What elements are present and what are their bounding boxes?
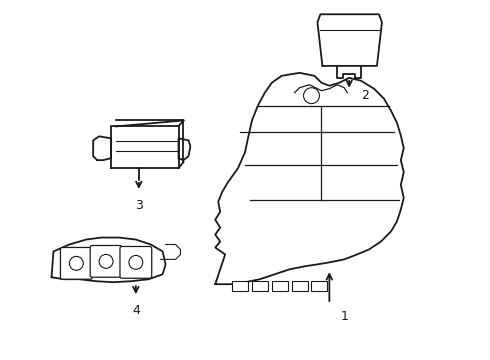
- Text: 3: 3: [135, 199, 143, 212]
- Polygon shape: [215, 73, 404, 284]
- Text: 2: 2: [361, 89, 369, 102]
- Text: 4: 4: [132, 305, 140, 318]
- Polygon shape: [318, 14, 382, 66]
- Polygon shape: [93, 136, 111, 160]
- FancyBboxPatch shape: [60, 247, 92, 279]
- Polygon shape: [51, 238, 166, 282]
- Polygon shape: [111, 126, 178, 168]
- Bar: [312, 281, 327, 291]
- FancyBboxPatch shape: [120, 247, 152, 278]
- Bar: [292, 281, 308, 291]
- FancyBboxPatch shape: [90, 246, 122, 277]
- Bar: [252, 281, 268, 291]
- Polygon shape: [178, 138, 191, 160]
- Bar: [232, 281, 248, 291]
- Bar: [272, 281, 288, 291]
- Text: 1: 1: [340, 310, 348, 323]
